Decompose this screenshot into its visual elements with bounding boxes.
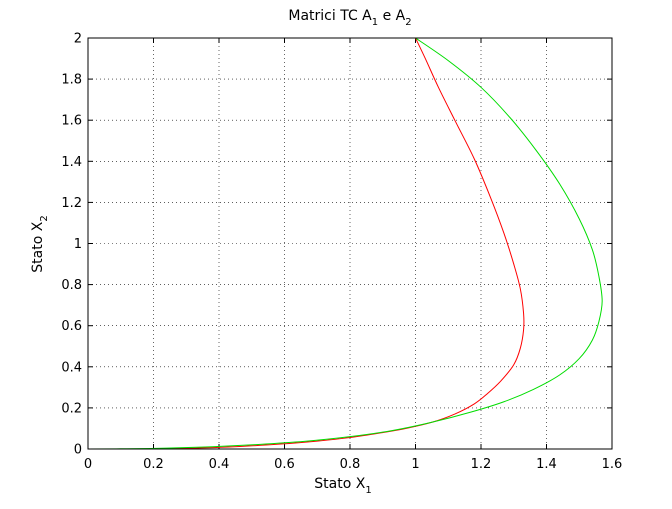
- x-axis-title-main: Stato X: [314, 476, 365, 492]
- x-tick-label: 1: [411, 457, 419, 472]
- axes-frame: [87, 37, 613, 450]
- series-line-1: [163, 37, 525, 450]
- y-tick-labels: 0 0.2 0.4 0.6 0.8 1 1.2 1.4 1.6 1.8 2: [61, 32, 82, 458]
- title-sub-1: 1: [372, 17, 378, 28]
- title-main: Matrici TC A: [288, 8, 372, 24]
- y-tick-label: 1.6: [61, 114, 82, 129]
- series-line-2: [87, 37, 603, 450]
- y-tick-label: 2: [74, 32, 82, 47]
- x-tick-labels: 0 0.2 0.4 0.6 0.8 1 1.2 1.4 1.6: [84, 457, 622, 472]
- x-tick-label: 1.2: [471, 457, 492, 472]
- title-sub-2: 2: [405, 17, 411, 28]
- y-tick-label: 0.8: [61, 278, 82, 293]
- y-tick-label: 0.2: [61, 401, 82, 416]
- y-tick-label: 1.2: [61, 196, 82, 211]
- y-tick-label: 1: [74, 237, 82, 252]
- x-tick-label: 0.2: [143, 457, 164, 472]
- x-tick-label: 0.4: [209, 457, 230, 472]
- y-tick-label: 0: [74, 443, 82, 458]
- y-tick-label: 0.6: [61, 319, 82, 334]
- x-axis-title-sub: 1: [365, 485, 371, 496]
- y-axis-title-main: Stato X: [30, 221, 46, 272]
- series-layer: [87, 37, 603, 450]
- chart-title: Matrici TC A1 e A2: [288, 8, 411, 28]
- y-tick-label: 1.8: [61, 73, 82, 88]
- y-tick-label: 0.4: [61, 360, 82, 375]
- plot-area: [88, 38, 612, 449]
- x-tick-label: 0.6: [274, 457, 295, 472]
- x-tick-label: 1.4: [536, 457, 557, 472]
- title-mid: e A: [378, 8, 406, 24]
- y-axis-title: Stato X2: [30, 215, 50, 272]
- y-tick-label: 1.4: [61, 155, 82, 170]
- grid: [88, 38, 612, 449]
- x-axis-title: Stato X1: [314, 476, 371, 496]
- x-tick-label: 1.6: [602, 457, 623, 472]
- y-axis-title-sub: 2: [39, 215, 50, 221]
- x-tick-label: 0.8: [340, 457, 361, 472]
- x-tick-label: 0: [84, 457, 92, 472]
